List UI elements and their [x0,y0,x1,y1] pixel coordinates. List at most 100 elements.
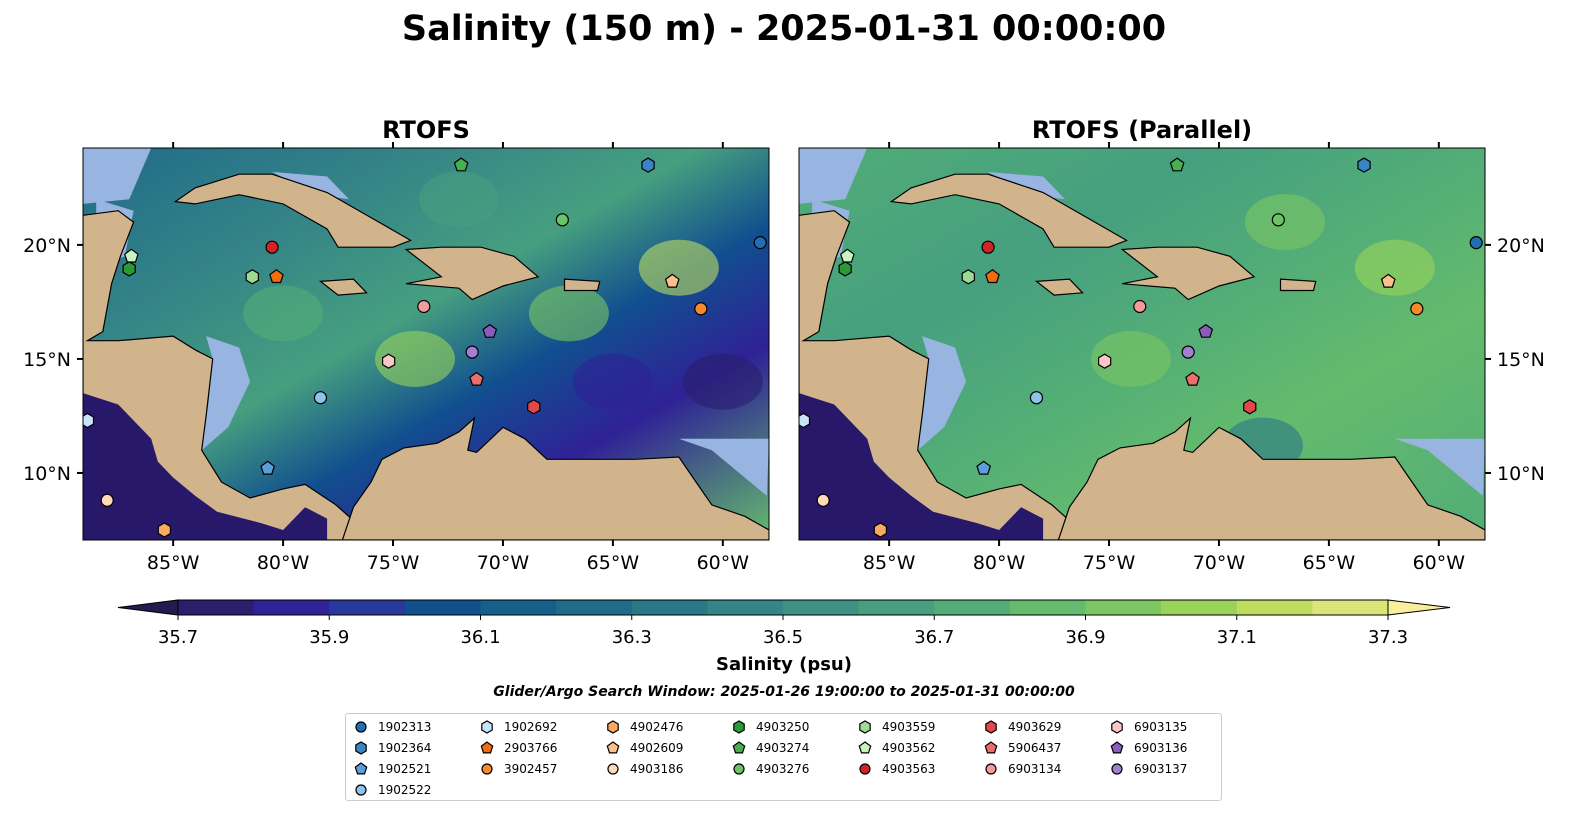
colorbar-tick-label: 35.7 [158,627,198,648]
float-marker-4903562 [123,248,139,263]
shallow-shelf [988,171,1065,200]
float-marker-1902522 [313,391,328,405]
x-tick-label: 80°W [973,552,1026,574]
float-marker-4903563 [981,240,995,254]
colorbar-bin [707,600,784,615]
legend-label: 4903276 [756,762,810,776]
legend-label: 6903136 [1134,741,1188,755]
circle-marker-icon [985,763,997,775]
legend-marker [985,763,997,775]
legend-marker [859,763,871,775]
land-hisp [404,246,540,301]
legend-marker [481,720,493,734]
colorbar-bin [178,600,255,615]
land-cuba [173,173,412,248]
float-marker-2903766 [269,269,284,284]
pentagon-marker-icon [354,762,368,775]
land-sam [341,416,769,540]
hexagon-marker-icon [355,741,367,755]
legend-label: 6903135 [1134,720,1188,734]
float-marker-1902313 [1469,236,1483,250]
legend-marker [355,784,367,796]
float-marker-4903559 [245,269,259,285]
legend-label: 3902457 [504,762,558,776]
hexagon-marker-icon [481,720,493,734]
legend-label: 1902364 [378,741,432,755]
legend-label: 4902476 [630,720,684,734]
float-marker-1902692 [799,412,811,429]
colorbar-tick-label: 37.1 [1217,627,1257,648]
land-cuba [889,173,1128,248]
legend-label: 6903134 [1008,762,1062,776]
shallow-shelf [83,148,152,204]
y-tick-label: 15°N [1497,349,1545,371]
x-tick-label: 60°W [697,552,750,574]
legend-marker [1110,741,1124,754]
legend-label: 1902692 [504,720,558,734]
shallow-shelf [1394,438,1485,496]
shallow-shelf [201,336,251,451]
legend-label: 4903562 [882,741,936,755]
circle-marker-icon [1111,763,1123,775]
legend-item: 2903766 [480,738,557,758]
float-marker-1902313 [753,236,767,250]
figure-title: Salinity (150 m) - 2025-01-31 00:00:00 [402,9,1166,49]
pentagon-marker-icon [1110,741,1124,754]
panel-title: RTOFS (Parallel) [1032,116,1252,144]
circle-marker-icon [355,784,367,796]
float-marker-6903134 [1133,299,1147,314]
colorbar-tick-label: 36.7 [914,627,954,648]
float-marker-4903629 [527,399,541,415]
eddy-contour [1091,330,1172,387]
colorbar-tick-label: 36.3 [612,627,652,648]
float-marker-1902692 [83,412,95,429]
x-tick-label: 60°W [1413,552,1466,574]
legend-label: 6903137 [1134,762,1188,776]
shallow-shelf [917,336,967,451]
shallow-shelf [272,171,349,200]
float-marker-4903186 [816,493,830,507]
legend-label: 4902609 [630,741,684,755]
map-frame [82,147,770,541]
legend-item: 3902457 [480,759,557,779]
circle-marker-icon [733,763,745,775]
legend-item: 6903136 [1110,738,1187,758]
eddy-contour [375,330,456,387]
legend-item: 4903563 [858,759,935,779]
colorbar-bin [783,600,860,615]
legend-label: 4903563 [882,762,936,776]
legend-item: 1902692 [480,717,557,737]
legend-label: 4903186 [630,762,684,776]
legend-label: 1902522 [378,783,432,797]
float-marker-6903134 [417,299,431,314]
x-tick-label: 85°W [147,552,200,574]
legend-marker [732,741,746,754]
legend-marker [606,741,620,754]
eddy-contour [638,239,719,296]
float-marker-4903250 [122,261,136,277]
float-marker-6903136 [1198,323,1214,338]
eddy-contour [1244,194,1325,251]
eddy-contour [572,353,653,410]
land-jam [318,278,368,296]
x-tick-label: 80°W [257,552,310,574]
legend-item: 4903186 [606,759,683,779]
float-marker-4903250 [838,261,852,277]
pacific-ocean [83,393,328,540]
float-marker-4902609 [664,273,680,288]
colorbar-bin [480,600,557,615]
x-tick-label: 85°W [863,552,916,574]
x-tick-label: 65°W [1303,552,1356,574]
colorbar-bin [253,600,330,615]
float-marker-1902364 [641,157,655,173]
legend-item: 4903562 [858,738,935,758]
x-tick-label: 70°W [1193,552,1246,574]
float-marker-1902521 [976,460,992,475]
colorbar-tick-label: 35.9 [309,627,349,648]
panel-title: RTOFS [382,116,470,144]
legend-label: 5906437 [1008,741,1062,755]
y-tick-label: 10°N [1497,463,1545,485]
legend-item: 4903629 [984,717,1061,737]
legend-label: 4903629 [1008,720,1062,734]
